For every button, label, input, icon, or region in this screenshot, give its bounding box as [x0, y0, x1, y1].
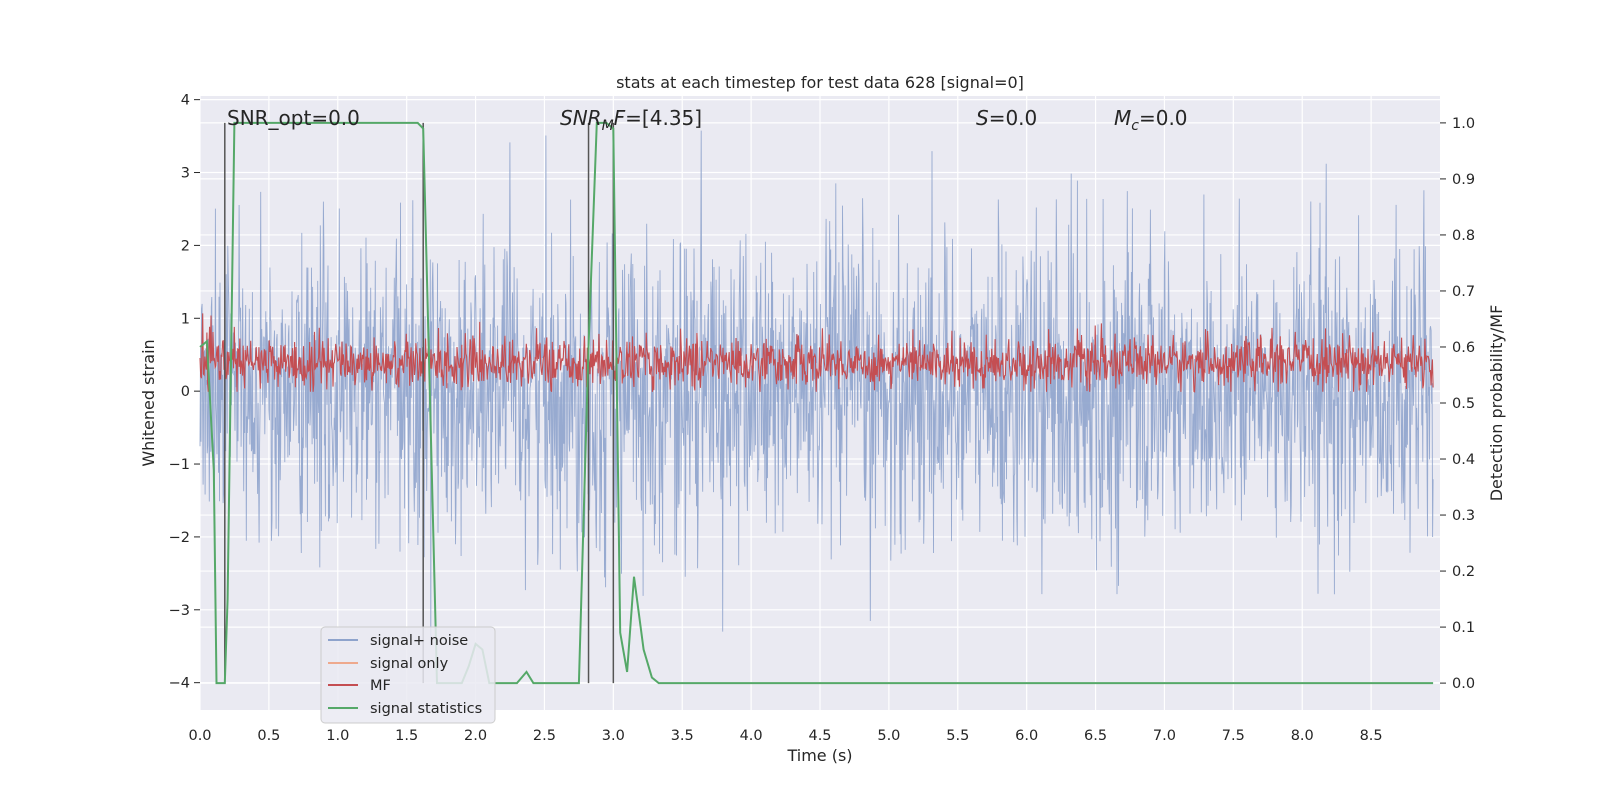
annotation-s: S=0.0	[976, 106, 1037, 130]
y-right-tick-label: 0.8	[1452, 228, 1475, 244]
y-right-tick-label: 0.1	[1452, 620, 1475, 636]
y-left-tick-label: 1	[181, 311, 190, 327]
y-right-tick-label: 0.9	[1452, 172, 1475, 188]
x-tick-label: 8.5	[1360, 728, 1383, 744]
x-tick-label: 5.0	[877, 728, 900, 744]
y-right-axis-ticks: 1.0 0.9 0.8 0.7 0.6 0.5 0.4 0.3 0.2 0.1 0.0	[1440, 116, 1475, 692]
y-left-tick-label: 3	[181, 166, 190, 182]
legend-label-mf: MF	[370, 678, 391, 694]
annotation-mc: Mc=0.0	[1114, 106, 1188, 134]
x-tick-label: 7.0	[1153, 728, 1176, 744]
x-tick-label: 4.0	[740, 728, 763, 744]
x-axis-ticks: 0.0 0.5 1.0 1.5 2.0 2.5 3.0 3.5 4.0 4.5 5.0 5.5 6.0 6…	[188, 728, 1382, 744]
y-right-tick-label: 0.3	[1452, 508, 1475, 524]
x-tick-label: 2.5	[533, 728, 556, 744]
y-right-tick-label: 0.6	[1452, 340, 1475, 356]
legend-label-signal-only: signal only	[370, 656, 449, 672]
signal-statistics-series	[199, 121, 1434, 685]
y-right-tick-label: 0.0	[1452, 676, 1475, 692]
x-axis-label: Time (s)	[786, 746, 852, 765]
y-left-axis-label: Whitened strain	[139, 339, 158, 466]
x-tick-label: 6.0	[1015, 728, 1038, 744]
legend-label-signal-statistics: signal statistics	[370, 701, 482, 717]
annotation-snr-mf: SNRMF=[4.35]	[560, 106, 702, 134]
legend: signal+ noise signal only MF signal stat…	[320, 626, 496, 724]
y-left-tick-label: −4	[169, 676, 190, 692]
x-tick-label: 5.5	[946, 728, 969, 744]
mf-series	[199, 313, 1434, 393]
x-tick-label: 4.5	[808, 728, 831, 744]
y-left-tick-label: −2	[169, 530, 190, 546]
x-tick-label: 7.5	[1222, 728, 1245, 744]
x-tick-label: 8.0	[1291, 728, 1314, 744]
x-tick-label: 6.5	[1084, 728, 1107, 744]
y-left-tick-label: −1	[169, 457, 190, 473]
y-right-tick-label: 1.0	[1452, 116, 1475, 132]
y-right-tick-label: 0.4	[1452, 452, 1475, 468]
x-tick-label: 3.0	[602, 728, 625, 744]
x-tick-label: 1.0	[326, 728, 349, 744]
vertical-markers	[224, 122, 615, 684]
y-right-axis-label: Detection probability/MF	[1487, 305, 1506, 502]
chart-title: stats at each timestep for test data 628…	[616, 73, 1024, 92]
annotation-snr-opt: SNR_opt=0.0	[227, 106, 360, 130]
x-tick-label: 0.0	[188, 728, 211, 744]
y-right-tick-label: 0.5	[1452, 396, 1475, 412]
y-left-tick-label: 0	[181, 384, 190, 400]
y-right-tick-label: 0.7	[1452, 284, 1475, 300]
x-tick-label: 1.5	[395, 728, 418, 744]
y-left-tick-label: 4	[181, 93, 190, 109]
x-tick-label: 2.0	[464, 728, 487, 744]
legend-box	[320, 626, 496, 724]
x-tick-label: 3.5	[671, 728, 694, 744]
legend-label-signal-noise: signal+ noise	[370, 633, 468, 649]
y-left-tick-label: 2	[181, 238, 190, 254]
signal-statistics-line	[199, 121, 1434, 685]
x-tick-label: 0.5	[257, 728, 280, 744]
mf-line	[199, 313, 1434, 393]
annotations: SNR_opt=0.0 SNRMF=[4.35] S=0.0 Mc=0.0	[227, 106, 1188, 134]
y-right-tick-label: 0.2	[1452, 564, 1475, 580]
y-left-tick-label: −3	[169, 603, 190, 619]
y-left-axis-ticks: 4 3 2 1 0 −1 −2 −3 −4	[169, 93, 200, 692]
